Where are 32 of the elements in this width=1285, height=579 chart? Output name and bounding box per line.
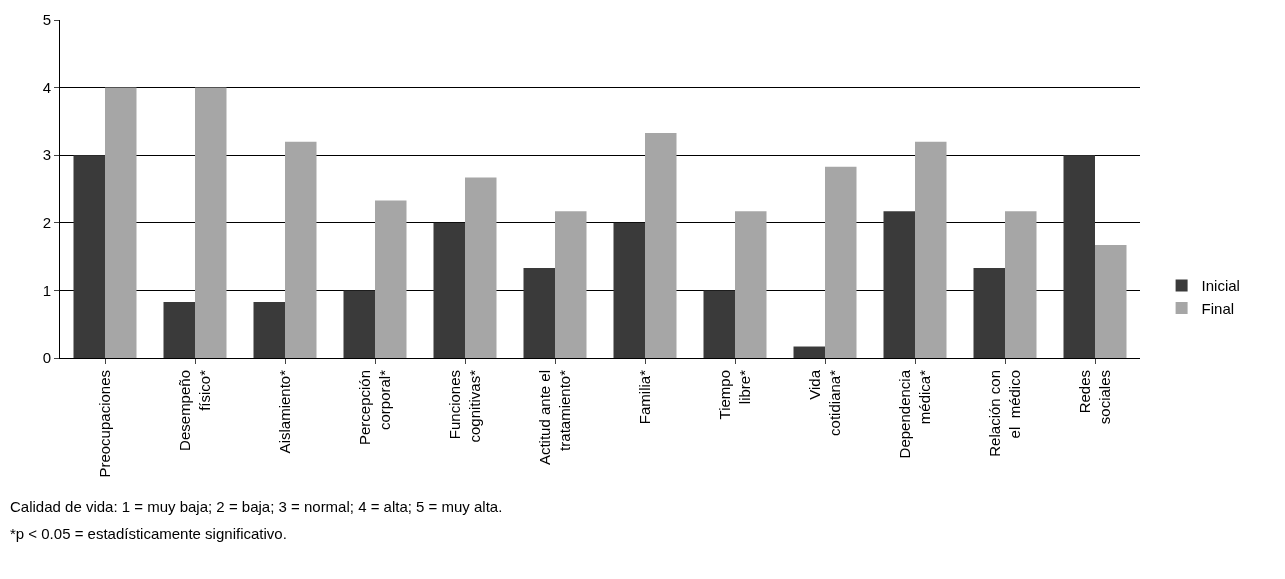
x-tick-label: Familia* [635,369,653,425]
bar [105,87,137,358]
x-tick-label: Desempeño físico* [176,369,213,451]
x-tick-label: Relación con el médico [986,370,1023,457]
bar [645,132,677,358]
x-tick-label: Dependencia médica* [896,369,933,459]
bar [1005,211,1037,358]
x-tick-label: Percepción corporal* [356,369,393,446]
x-tick-label: Preocupaciones [95,370,113,478]
bar [1095,245,1127,358]
y-tick-label: 2 [42,214,51,232]
x-tick-label: Redes sociales [1076,370,1113,425]
bar [465,177,497,358]
bar [285,141,317,358]
bar [825,166,857,358]
x-tick-label: Aislamiento* [275,369,293,454]
bar [195,87,227,358]
bar [375,200,407,358]
y-tick-label: 5 [42,11,51,29]
y-tick-label: 3 [42,146,51,164]
text: *p < 0.05 = estadísticamente significativo. [10,525,287,542]
x-tick-label: Vida cotidiana* [806,369,843,436]
y-tick-label: 4 [42,78,51,96]
y-tick-label: 1 [42,281,51,299]
legend-label: Final [1201,299,1235,317]
x-tick-label: Tiempo libre* [716,369,753,420]
legend-label: Inicial [1201,277,1240,295]
bar [735,211,767,358]
y-tick-label: 0 [42,349,51,367]
text: Calidad de vida: 1 = muy baja; 2 = baja; 3 = normal; 4 = alta; 5 = muy alta. [10,498,503,515]
bar [555,211,587,358]
bar [915,141,947,358]
